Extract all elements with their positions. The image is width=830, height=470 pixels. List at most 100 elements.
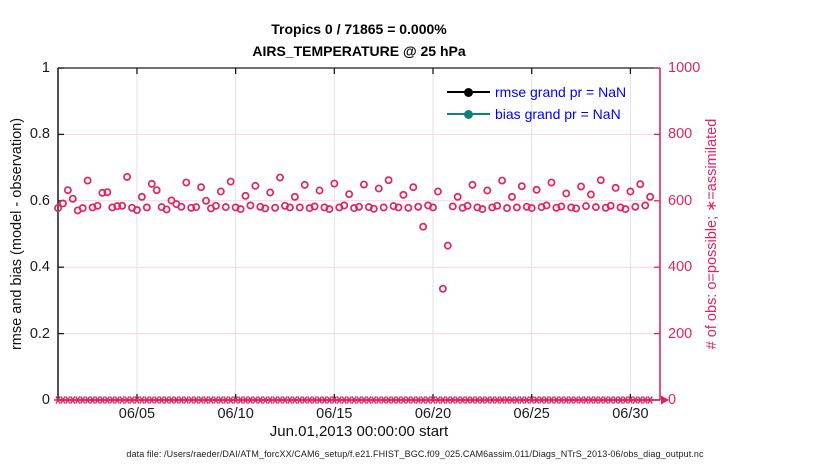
possible-obs-marker bbox=[108, 203, 117, 212]
possible-obs-marker bbox=[626, 187, 635, 196]
possible-obs-marker bbox=[508, 192, 516, 201]
data-file-caption: data file: /Users/raeder/DAI/ATM_forcXX/… bbox=[126, 449, 704, 459]
possible-obs-marker bbox=[547, 178, 556, 187]
possible-obs-marker bbox=[83, 176, 92, 185]
possible-obs-marker bbox=[340, 201, 349, 210]
possible-obs-marker bbox=[355, 202, 363, 211]
possible-obs-marker bbox=[478, 205, 487, 214]
possible-obs-marker bbox=[483, 186, 492, 195]
possible-obs-marker bbox=[409, 183, 418, 192]
possible-obs-marker bbox=[493, 201, 502, 210]
possible-obs-marker bbox=[236, 205, 245, 214]
right-y-tick-label: 600 bbox=[668, 192, 693, 209]
possible-obs-marker bbox=[58, 199, 67, 208]
possible-obs-marker bbox=[414, 202, 423, 211]
possible-obs-marker bbox=[498, 176, 507, 185]
possible-obs-marker bbox=[310, 202, 319, 211]
possible-obs-marker bbox=[54, 204, 62, 213]
possible-obs-marker bbox=[577, 182, 585, 191]
possible-obs-marker bbox=[517, 182, 526, 191]
possible-obs-marker bbox=[300, 180, 309, 189]
possible-obs-marker bbox=[586, 190, 595, 199]
legend-entry-rmse: rmse grand pr = NaN bbox=[447, 81, 626, 103]
possible-obs-marker bbox=[448, 202, 457, 211]
right-y-tick-label: 1000 bbox=[668, 60, 701, 76]
possible-obs-marker bbox=[123, 172, 132, 181]
x-tick-label: 06/25 bbox=[513, 406, 550, 422]
possible-obs-marker bbox=[399, 190, 408, 199]
legend-label-bias: bias grand pr = NaN bbox=[495, 106, 621, 122]
possible-obs-marker bbox=[453, 192, 462, 201]
possible-obs-marker bbox=[384, 176, 393, 185]
possible-obs-marker bbox=[241, 191, 250, 200]
bias-line-marker-icon bbox=[447, 109, 490, 119]
possible-obs-marker bbox=[167, 196, 176, 205]
possible-obs-marker bbox=[562, 189, 571, 198]
possible-obs-marker bbox=[606, 201, 615, 210]
possible-obs-marker bbox=[325, 205, 334, 214]
possible-obs-marker bbox=[261, 204, 270, 213]
x-tick-label: 06/10 bbox=[217, 406, 254, 422]
possible-obs-marker bbox=[290, 192, 299, 201]
possible-obs-marker bbox=[118, 201, 127, 210]
possible-obs-marker bbox=[611, 183, 620, 192]
possible-obs-marker bbox=[389, 202, 398, 211]
left-y-tick-label: 0 bbox=[41, 392, 50, 408]
right-axis-label: # of obs: o=possible; ∗=assimilated bbox=[704, 118, 720, 350]
possible-obs-marker bbox=[295, 203, 304, 212]
possible-obs-marker bbox=[419, 222, 428, 231]
possible-obs-marker bbox=[641, 201, 650, 210]
possible-obs-marker bbox=[374, 184, 383, 193]
possible-obs-marker bbox=[226, 177, 235, 186]
left-y-tick-label: 0.2 bbox=[29, 325, 50, 342]
possible-obs-marker bbox=[527, 204, 536, 213]
right-y-tick-label: 400 bbox=[668, 259, 693, 276]
possible-obs-marker bbox=[369, 204, 378, 213]
possible-obs-marker bbox=[512, 203, 521, 212]
possible-obs-marker bbox=[251, 181, 260, 190]
right-y-tick-label: 200 bbox=[668, 325, 693, 342]
possible-obs-marker bbox=[621, 205, 630, 214]
possible-obs-marker bbox=[162, 205, 171, 214]
possible-obs-marker bbox=[350, 204, 359, 213]
possible-obs-marker bbox=[103, 188, 112, 197]
possible-obs-marker bbox=[197, 183, 206, 192]
possible-obs-marker bbox=[187, 203, 196, 212]
possible-obs-marker bbox=[211, 201, 220, 210]
possible-obs-marker bbox=[315, 186, 324, 195]
possible-obs-marker bbox=[192, 203, 201, 212]
legend: rmse grand pr = NaN bias grand pr = NaN bbox=[447, 81, 626, 125]
possible-obs-marker bbox=[429, 203, 437, 212]
possible-obs-marker bbox=[221, 203, 230, 212]
possible-obs-marker bbox=[345, 190, 354, 199]
possible-obs-marker bbox=[147, 179, 156, 188]
possible-obs-marker bbox=[133, 206, 141, 215]
left-y-tick-label: 0.6 bbox=[29, 192, 50, 209]
possible-obs-marker bbox=[216, 187, 225, 196]
possible-obs-marker bbox=[78, 204, 87, 213]
possible-obs-marker bbox=[567, 203, 576, 212]
x-tick-label: 06/05 bbox=[118, 406, 156, 422]
x-axis-label: Jun.01,2013 00:00:00 start bbox=[269, 423, 449, 440]
possible-obs-marker bbox=[142, 203, 151, 212]
rmse-line-marker-icon bbox=[447, 87, 490, 97]
possible-obs-marker bbox=[98, 188, 107, 197]
possible-obs-marker bbox=[631, 202, 640, 211]
right-y-tick-label: 0 bbox=[668, 392, 677, 408]
possible-obs-marker bbox=[379, 203, 388, 212]
right-y-tick-label: 800 bbox=[668, 126, 693, 143]
x-tick-label: 06/30 bbox=[612, 406, 649, 422]
x-tick-label: 06/15 bbox=[316, 406, 353, 422]
x-tick-label: 06/20 bbox=[414, 406, 452, 422]
chart-subtitle: AIRS_TEMPERATURE @ 25 hPa bbox=[252, 43, 466, 59]
possible-obs-marker bbox=[468, 180, 477, 189]
assimilated-obs-marker bbox=[646, 396, 655, 404]
possible-obs-marker bbox=[276, 173, 284, 182]
possible-obs-marker bbox=[434, 187, 442, 196]
possible-obs-marker bbox=[582, 202, 590, 211]
possible-obs-marker bbox=[137, 192, 146, 201]
possible-obs-marker bbox=[463, 201, 472, 210]
possible-obs-marker bbox=[394, 203, 403, 212]
left-y-tick-label: 0.8 bbox=[29, 126, 50, 143]
